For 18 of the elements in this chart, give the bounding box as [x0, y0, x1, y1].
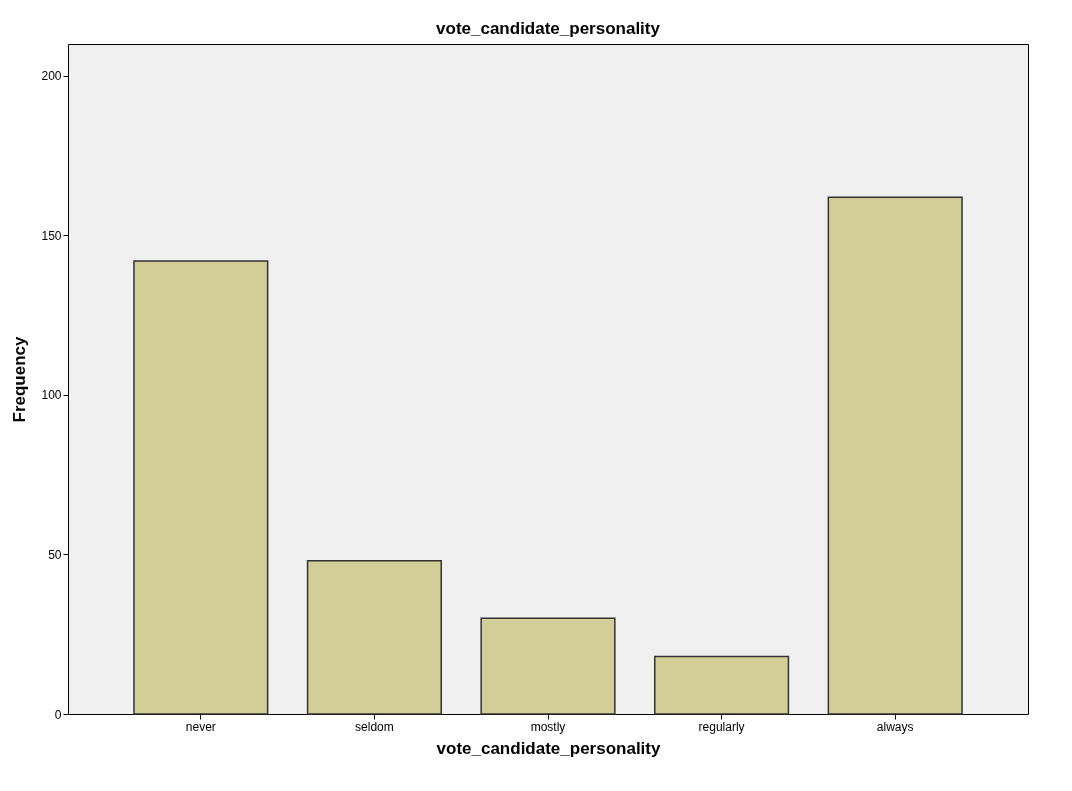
y-axis-title: Frequency	[10, 335, 30, 423]
x-axis-title: vote_candidate_personality	[436, 738, 661, 758]
y-tick-label: 200	[41, 69, 62, 84]
y-tick-label: 150	[41, 228, 62, 243]
bar	[827, 196, 963, 715]
x-tick-label: never	[185, 719, 216, 734]
x-tick-label: mostly	[530, 719, 566, 734]
chart-title: vote_candidate_personality	[436, 19, 661, 38]
y-tick-label: 100	[41, 388, 62, 403]
x-tick-label: always	[876, 719, 914, 734]
y-tick-label: 50	[48, 547, 62, 562]
bar	[480, 617, 616, 715]
x-tick-label: regularly	[698, 719, 745, 734]
x-tick-label: seldom	[355, 719, 394, 734]
bar	[133, 260, 269, 715]
y-tick-label: 0	[54, 707, 62, 722]
bar	[654, 655, 790, 715]
bar	[306, 560, 442, 715]
